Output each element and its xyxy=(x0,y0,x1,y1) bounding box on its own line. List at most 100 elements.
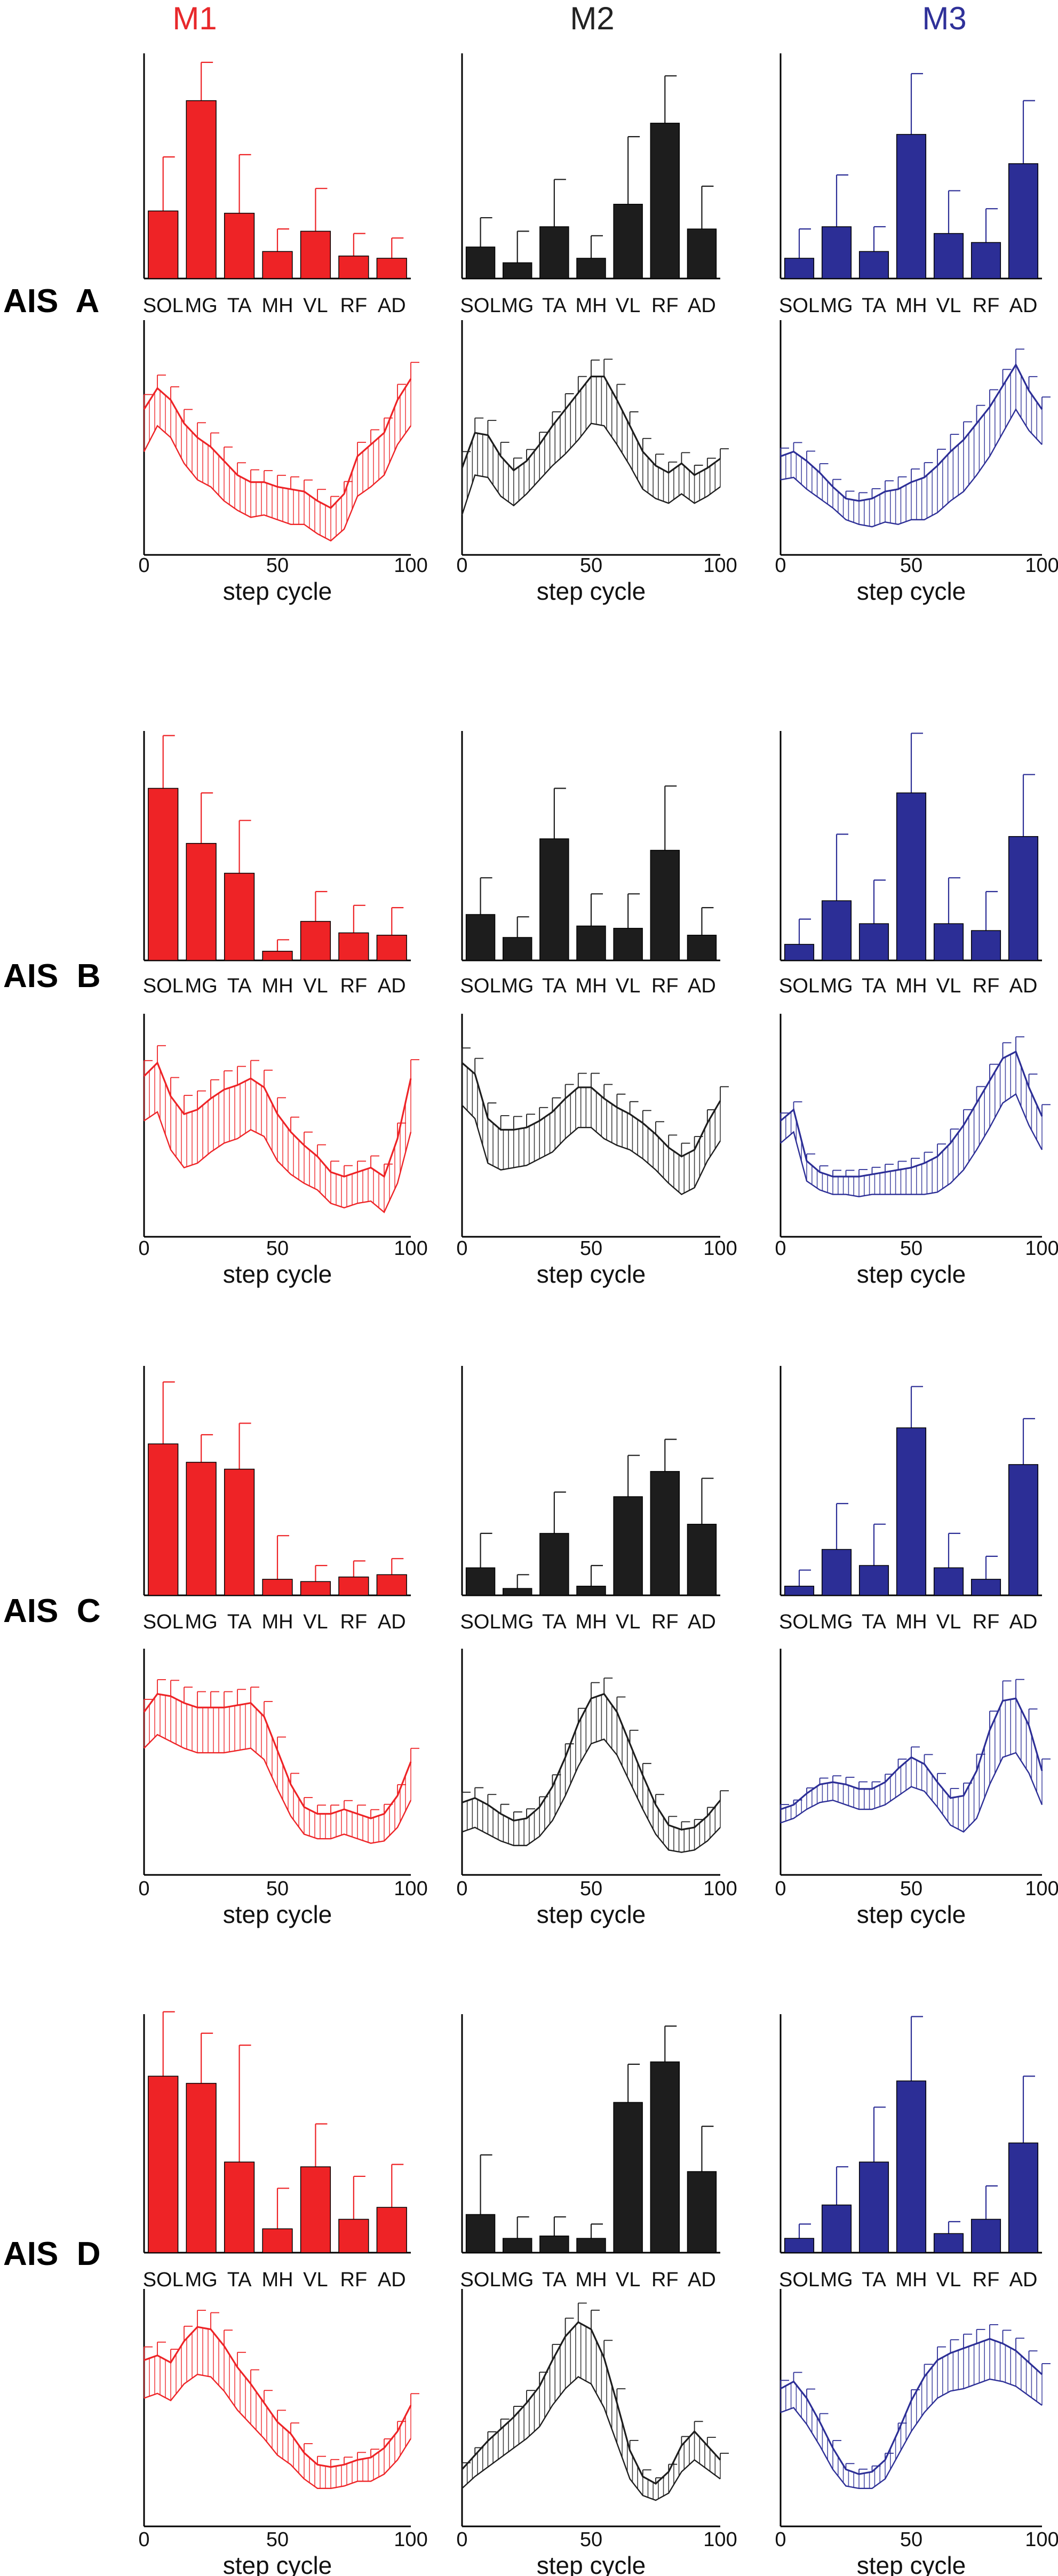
muscle-label-sol: SOL xyxy=(779,975,820,997)
bar-ta xyxy=(539,838,569,961)
bar-vl xyxy=(933,1567,964,1596)
bar-ta xyxy=(858,251,889,279)
bar-ta xyxy=(539,1533,569,1596)
muscle-label-vl: VL xyxy=(936,1611,961,1633)
x-tick-50: 50 xyxy=(266,1237,289,1260)
muscle-label-ta: TA xyxy=(862,295,886,317)
x-tick-0: 0 xyxy=(775,554,786,577)
muscle-label-mg: MG xyxy=(185,975,218,997)
bar-mg xyxy=(821,2204,852,2253)
muscle-label-vl: VL xyxy=(936,295,961,317)
lower-sd-line xyxy=(144,1111,412,1213)
module-title-m2: M2 xyxy=(570,1,614,36)
bar-rf xyxy=(338,256,369,279)
x-tick-50: 50 xyxy=(580,1878,602,1900)
muscle-label-ta: TA xyxy=(227,1611,252,1633)
muscle-label-sol: SOL xyxy=(779,1611,820,1633)
bar-rf xyxy=(650,1471,680,1596)
muscle-label-mg: MG xyxy=(185,295,218,317)
bar-mh xyxy=(262,251,293,279)
muscle-label-vl: VL xyxy=(936,975,961,997)
bar-vl xyxy=(613,928,643,961)
bar-mh xyxy=(576,2238,606,2253)
bar-mg xyxy=(186,842,217,961)
bar-sol xyxy=(465,914,496,961)
lower-sd-line xyxy=(462,1104,721,1196)
muscle-label-rf: RF xyxy=(651,295,679,317)
muscle-label-sol: SOL xyxy=(779,2269,820,2291)
bar-mg xyxy=(502,937,532,961)
row-label-ais-d: AIS D xyxy=(3,2236,101,2272)
muscle-label-mg: MG xyxy=(820,975,853,997)
bar-ad xyxy=(687,2171,717,2253)
x-tick-0: 0 xyxy=(775,2529,786,2551)
muscle-label-vl: VL xyxy=(616,2269,640,2291)
muscle-label-ad: AD xyxy=(1009,2269,1038,2291)
mean-profile-line xyxy=(780,2338,1043,2475)
x-axis-label: step cycle xyxy=(857,2551,966,2576)
muscle-label-ad: AD xyxy=(378,975,406,997)
bar-chart-ais-b-m3: SOL MG TA MH VL RF AD xyxy=(779,731,1042,997)
bar-mh xyxy=(896,2080,927,2253)
muscle-label-mg: MG xyxy=(820,2269,853,2291)
module-title-m1: M1 xyxy=(172,1,217,36)
x-axis-label: step cycle xyxy=(223,1260,332,1288)
muscle-label-mh: MH xyxy=(575,2269,607,2291)
muscle-label-sol: SOL xyxy=(143,975,184,997)
muscle-label-rf: RF xyxy=(973,295,1000,317)
bar-rf xyxy=(338,2219,369,2253)
bar-mh xyxy=(262,1579,293,1596)
bar-mg xyxy=(186,1461,217,1596)
bar-vl xyxy=(933,233,964,279)
muscle-label-ta: TA xyxy=(227,975,252,997)
x-tick-100: 100 xyxy=(1025,1237,1058,1260)
muscle-label-mg: MG xyxy=(820,1611,853,1633)
muscle-label-sol: SOL xyxy=(460,295,501,317)
lower-sd-line xyxy=(462,1738,721,1853)
lower-sd-line xyxy=(143,425,411,542)
bar-vl xyxy=(933,923,964,961)
x-tick-50: 50 xyxy=(900,2529,922,2551)
bar-mh xyxy=(576,258,606,279)
bar-sol xyxy=(148,210,179,279)
muscle-label-ad: AD xyxy=(378,295,406,317)
bar-ad xyxy=(1008,2142,1039,2253)
lower-sd-line xyxy=(780,408,1043,528)
muscle-label-ad: AD xyxy=(1009,1611,1038,1633)
x-tick-0: 0 xyxy=(456,1878,467,1900)
lower-sd-line xyxy=(780,2378,1043,2489)
bar-chart-ais-c-m3: SOL MG TA MH VL RF AD xyxy=(779,1366,1042,1633)
lower-sd-line xyxy=(144,1734,412,1844)
muscle-label-vl: VL xyxy=(616,975,640,997)
muscle-label-sol: SOL xyxy=(460,1611,501,1633)
muscle-label-rf: RF xyxy=(340,2269,368,2291)
bar-rf xyxy=(971,2219,1001,2253)
x-tick-100: 100 xyxy=(703,2529,737,2551)
muscle-label-rf: RF xyxy=(651,1611,679,1633)
bar-chart-ais-d-m2: SOL MG TA MH VL RF AD xyxy=(460,2014,720,2291)
x-tick-0: 0 xyxy=(456,554,467,577)
muscle-label-mh: MH xyxy=(261,1611,293,1633)
muscle-label-mh: MH xyxy=(261,975,293,997)
muscle-label-mh: MH xyxy=(575,1611,607,1633)
bar-rf xyxy=(971,242,1001,279)
bar-ad xyxy=(1008,1464,1039,1596)
muscle-label-vl: VL xyxy=(303,2269,328,2291)
bar-mg xyxy=(821,900,852,961)
bar-sol xyxy=(148,2076,179,2253)
profile-chart-ais-c-m1: 0 50 100 step cycle xyxy=(138,1649,428,1928)
bar-ad xyxy=(1008,163,1039,279)
bar-mh xyxy=(262,951,293,961)
x-axis-label: step cycle xyxy=(223,1901,332,1928)
lower-sd-line xyxy=(462,2376,721,2501)
x-axis-label: step cycle xyxy=(223,2551,332,2576)
bar-vl xyxy=(933,2233,964,2253)
muscle-label-ta: TA xyxy=(862,2269,886,2291)
muscle-label-mg: MG xyxy=(501,295,534,317)
bar-chart-ais-d-m1: SOL MG TA MH VL RF AD xyxy=(143,2011,411,2291)
bar-ad xyxy=(1008,836,1039,961)
muscle-label-vl: VL xyxy=(303,975,328,997)
muscle-label-rf: RF xyxy=(340,1611,368,1633)
